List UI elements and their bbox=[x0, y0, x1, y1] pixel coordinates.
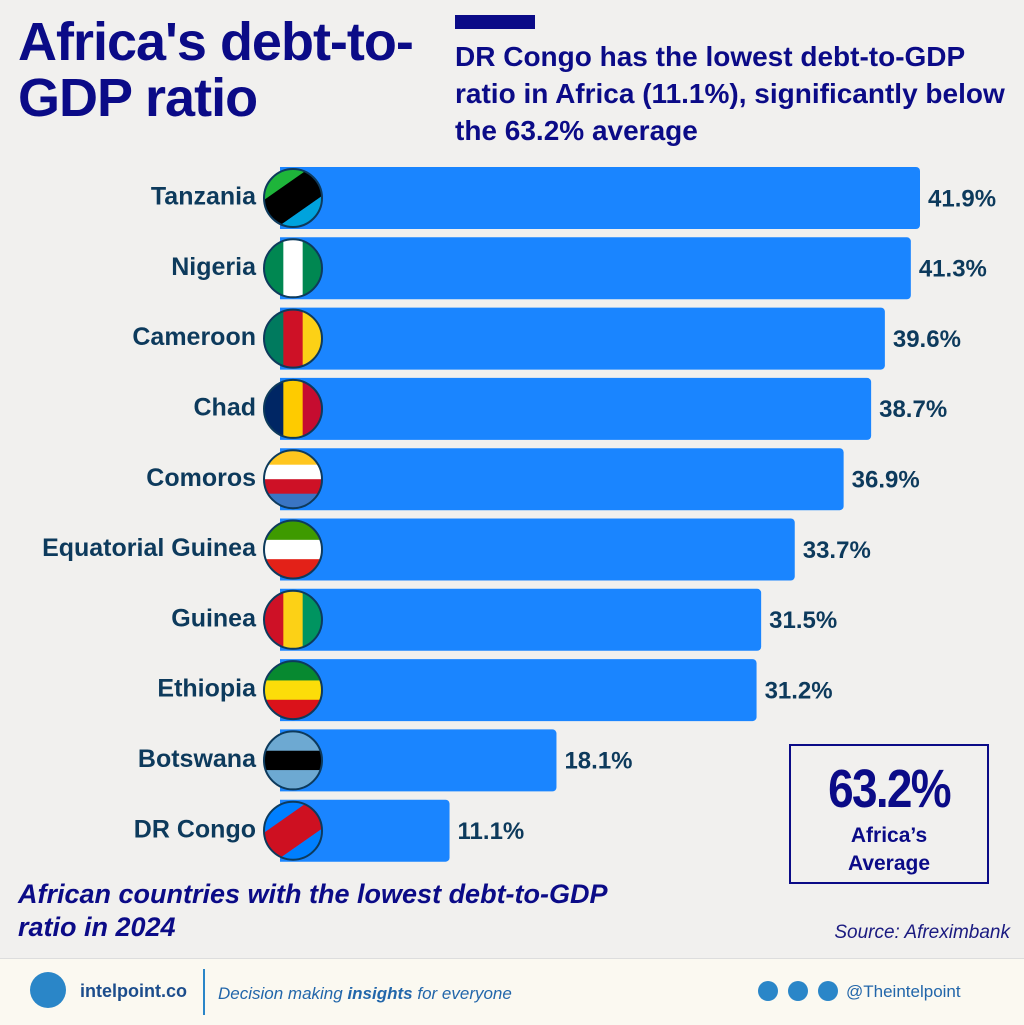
value-label: 41.3% bbox=[919, 256, 987, 283]
flag-border bbox=[263, 730, 323, 791]
logo bbox=[30, 972, 66, 1008]
flag-border bbox=[263, 378, 323, 439]
category-label: Botswana bbox=[138, 745, 257, 773]
flag-stripe bbox=[283, 309, 304, 368]
value-label: 41.9% bbox=[928, 185, 996, 212]
flag-stripe bbox=[283, 379, 304, 438]
bar bbox=[280, 799, 450, 862]
flag-stripe bbox=[283, 239, 304, 298]
bar bbox=[280, 377, 872, 440]
value-label: 39.6% bbox=[893, 326, 961, 353]
flag bbox=[263, 519, 323, 580]
bar bbox=[280, 448, 844, 511]
average-label: Africa’s Average bbox=[847, 824, 931, 875]
bar bbox=[280, 167, 920, 229]
flag bbox=[263, 449, 323, 510]
flag-stripe bbox=[264, 464, 322, 480]
category-label: Guinea bbox=[171, 604, 257, 632]
flag bbox=[263, 238, 323, 299]
value-label: 11.1% bbox=[458, 818, 525, 845]
category-label: DR Congo bbox=[134, 815, 256, 843]
value-label: 31.5% bbox=[769, 607, 837, 634]
average-value: 63.2% bbox=[828, 759, 951, 819]
flag-border bbox=[263, 800, 323, 861]
caption: African countries with the lowest debt-t… bbox=[18, 879, 607, 942]
flag-stripe bbox=[283, 590, 304, 649]
flag bbox=[263, 589, 323, 650]
bar bbox=[280, 237, 911, 300]
flag-stripe bbox=[264, 479, 322, 495]
category-label: Chad bbox=[194, 394, 257, 422]
source: Source: Afreximbank bbox=[834, 922, 1010, 943]
flag-border bbox=[263, 660, 323, 721]
tagline-text: Decision making bbox=[218, 984, 348, 1003]
bar bbox=[280, 729, 557, 792]
value-label: 38.7% bbox=[879, 396, 947, 423]
flag-stripe bbox=[264, 539, 322, 560]
average-box: 63.2% Africa’s Average bbox=[789, 744, 989, 884]
brand[interactable]: intelpoint.co bbox=[80, 981, 187, 1001]
value-label: 18.1% bbox=[564, 748, 632, 775]
flag-stripe bbox=[264, 680, 322, 701]
divider bbox=[203, 969, 205, 1015]
flag-stripe bbox=[264, 750, 322, 771]
bar bbox=[280, 307, 885, 370]
flag bbox=[263, 308, 323, 369]
footer: intelpoint.co Decision making insights f… bbox=[0, 958, 1024, 1025]
tagline-text: for everyone bbox=[412, 984, 512, 1003]
flag-border bbox=[263, 308, 323, 369]
category-label: Ethiopia bbox=[157, 675, 257, 703]
bar bbox=[280, 659, 757, 722]
category-label: Tanzania bbox=[151, 183, 257, 211]
flag-border bbox=[263, 589, 323, 650]
flag bbox=[263, 730, 323, 791]
bar bbox=[280, 518, 795, 581]
category-label: Cameroon bbox=[132, 323, 256, 351]
title: Africa's debt-to-GDP ratio bbox=[18, 12, 414, 128]
category-label: Equatorial Guinea bbox=[42, 534, 257, 562]
category-label: Nigeria bbox=[171, 253, 257, 281]
facebook-icon[interactable] bbox=[818, 981, 838, 1001]
bar bbox=[280, 588, 762, 651]
instagram-icon[interactable] bbox=[788, 981, 808, 1001]
flag-stripe bbox=[264, 379, 284, 438]
flag-stripe bbox=[264, 590, 284, 649]
accent-bar bbox=[455, 15, 535, 29]
chart: 41.9% Tanzania 41.3% Nigeria 39.6% Cameroon 38… bbox=[42, 167, 996, 862]
tagline-emphasis: insights bbox=[347, 984, 413, 1003]
flag-border bbox=[263, 168, 323, 228]
flag-border bbox=[263, 238, 323, 299]
value-label: 31.2% bbox=[765, 677, 833, 704]
flag-border bbox=[263, 449, 323, 510]
x-icon[interactable] bbox=[758, 981, 778, 1001]
subtitle: DR Congo has the lowest debt-to-GDP rati… bbox=[455, 41, 1005, 146]
tagline: Decision making insights for everyone bbox=[218, 984, 512, 1004]
flag bbox=[263, 378, 323, 439]
value-label: 36.9% bbox=[852, 467, 920, 494]
flag-stripe bbox=[264, 309, 284, 368]
flag bbox=[263, 660, 323, 721]
value-label: 33.7% bbox=[803, 537, 871, 564]
category-label: Comoros bbox=[146, 464, 256, 492]
handle[interactable]: @Theintelpoint bbox=[846, 982, 961, 1001]
flag-stripe bbox=[264, 239, 284, 298]
flag-border bbox=[263, 519, 323, 580]
